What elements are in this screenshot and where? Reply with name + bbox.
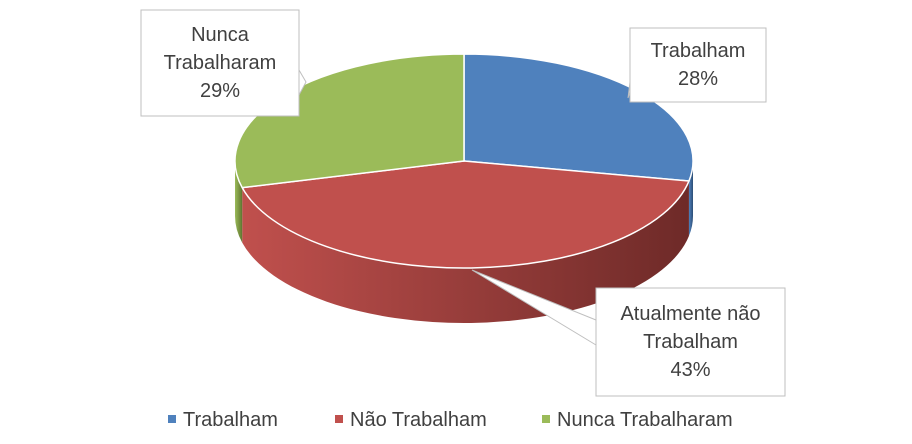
- legend: Trabalham Não Trabalham Nunca Trabalharam: [168, 409, 733, 431]
- legend-swatch: [168, 415, 176, 423]
- legend-swatch: [542, 415, 550, 423]
- legend-swatch: [335, 415, 343, 423]
- legend-label: Nunca Trabalharam: [557, 409, 733, 431]
- data-label-category: Trabalharam: [164, 52, 277, 74]
- data-label-category: Trabalham: [651, 40, 746, 62]
- slice-nao-trabalham: [241, 160, 690, 269]
- callout-pointer: [298, 69, 307, 96]
- legend-label: Não Trabalham: [350, 409, 487, 431]
- data-label-value: 29%: [200, 80, 240, 102]
- data-label-category: Atualmente não: [620, 303, 760, 325]
- data-label-nunca-trabalharam: Nunca Trabalharam 29%: [140, 9, 307, 117]
- slice-side-nunca-trabalharam: [235, 161, 243, 243]
- data-label-nao-trabalham: Atualmente não Trabalham 43%: [471, 269, 786, 397]
- data-label-value: 28%: [678, 68, 718, 90]
- data-label-category: Trabalham: [643, 331, 738, 353]
- data-label-value: 43%: [670, 359, 710, 381]
- legend-label: Trabalham: [183, 409, 278, 431]
- legend-entry-nao-trabalham: Não Trabalham: [335, 409, 487, 431]
- data-label-trabalham: Trabalham 28%: [627, 27, 767, 103]
- callout-pointer: [471, 269, 597, 346]
- legend-entry-nunca-trabalharam: Nunca Trabalharam: [542, 409, 733, 431]
- data-labels: Trabalham 28% Atualmente não Trabalham 43% Nu…: [140, 9, 786, 397]
- callout-box: [629, 27, 767, 103]
- callout-box: [140, 9, 300, 117]
- legend-entry-trabalham: Trabalham: [168, 409, 278, 431]
- pie-slices: [234, 53, 694, 269]
- data-label-category: Nunca: [191, 24, 250, 46]
- slice-side-nao-trabalham: [242, 181, 689, 323]
- callout-box: [595, 287, 786, 397]
